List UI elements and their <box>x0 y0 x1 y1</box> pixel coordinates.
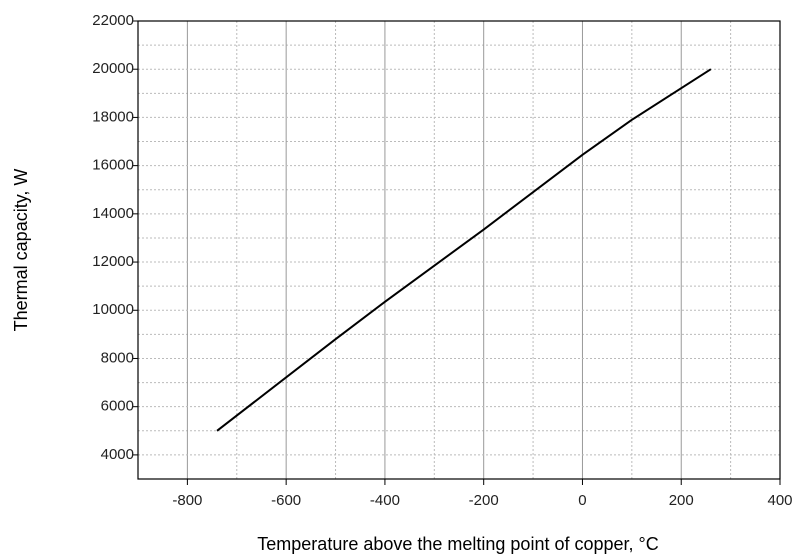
x-tick-label: 200 <box>669 492 694 509</box>
y-tick-label: 14000 <box>92 205 134 222</box>
plot-frame <box>137 20 781 480</box>
x-tick-label: 400 <box>767 492 792 509</box>
x-tick-label: -800 <box>172 492 202 509</box>
y-tick-label: 6000 <box>101 398 134 415</box>
y-tick-label: 20000 <box>92 60 134 77</box>
x-tick-label: -600 <box>271 492 301 509</box>
y-tick-label: 12000 <box>92 253 134 270</box>
y-tick-label: 8000 <box>101 349 134 366</box>
x-tick-label: -400 <box>370 492 400 509</box>
y-tick-label: 10000 <box>92 301 134 318</box>
x-axis-label: Temperature above the melting point of c… <box>257 534 658 554</box>
line-series <box>216 68 712 432</box>
x-tick-label: -200 <box>469 492 499 509</box>
y-tick-label: 18000 <box>92 108 134 125</box>
y-tick-label: 4000 <box>101 446 134 463</box>
y-tick-label: 22000 <box>92 12 134 29</box>
x-tick-label: 0 <box>578 492 586 509</box>
y-axis-label: Thermal capacity, W <box>11 169 31 332</box>
y-tick-label: 16000 <box>92 157 134 174</box>
